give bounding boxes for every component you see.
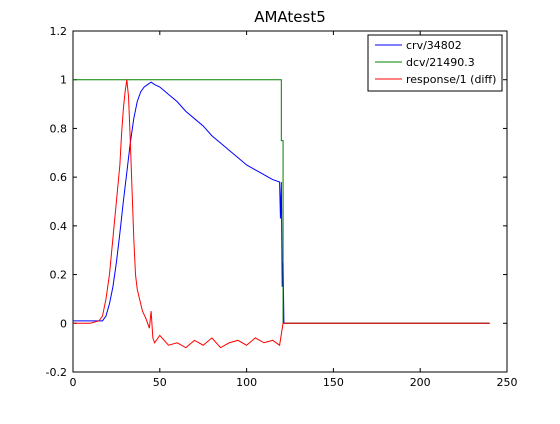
series-line-response: [73, 79, 490, 349]
y-tick-label: 1.2: [50, 25, 68, 38]
y-tick-label: 1: [60, 74, 67, 87]
axis-ticks: 0 50 100 150 200 250-0.200.20.40.60.811.2: [46, 25, 518, 389]
legend-box: [367, 34, 503, 92]
legend: crv/34802 dcv/21490.3 response/1 (diff): [367, 34, 503, 92]
y-tick-label: 0.2: [50, 269, 68, 282]
x-tick-label: 250: [497, 376, 518, 389]
y-tick-label: -0.2: [46, 366, 67, 379]
series-lines: [73, 79, 490, 349]
x-tick-label: 200: [410, 376, 431, 389]
y-tick-label: 0: [60, 317, 67, 330]
x-tick-label: 150: [323, 376, 344, 389]
chart-title: AMAtest5: [254, 8, 326, 26]
x-tick-label: 0: [70, 376, 77, 389]
legend-label-dcv: dcv/21490.3: [406, 56, 475, 69]
x-tick-label: 100: [236, 376, 257, 389]
x-tick-label: 50: [153, 376, 167, 389]
y-tick-label: 0.6: [50, 171, 68, 184]
legend-label-response: response/1 (diff): [406, 73, 496, 86]
series-line-crv: [73, 81, 490, 324]
y-tick-label: 0.8: [50, 122, 68, 135]
y-tick-label: 0.4: [50, 220, 68, 233]
legend-label-crv: crv/34802: [406, 39, 462, 52]
